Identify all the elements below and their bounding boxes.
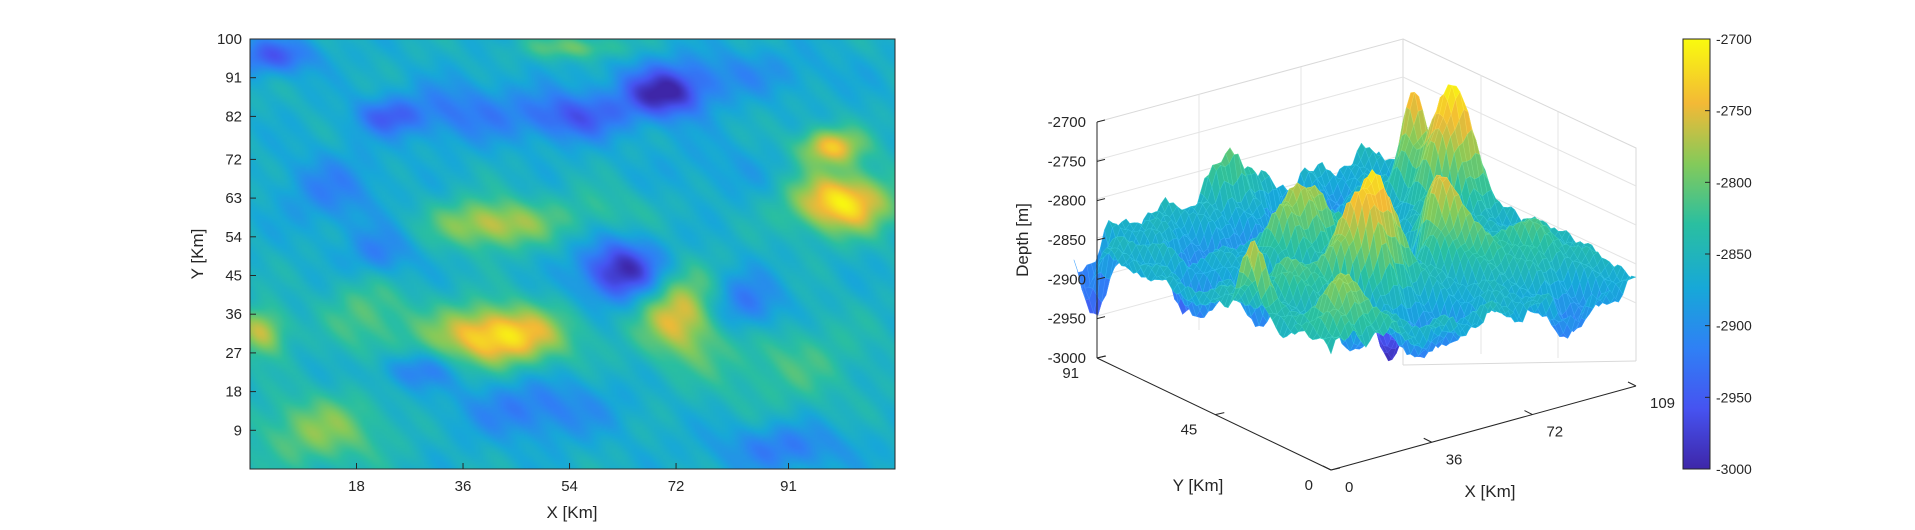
heatmap-x-tick-label: 18: [348, 478, 365, 495]
surface-y-tick-label: 91: [1062, 365, 1079, 382]
surface-x-axis-label: X [Km]: [1464, 482, 1515, 501]
heatmap-y-tick-label: 9: [234, 422, 242, 439]
surface-z-tick: [1097, 317, 1105, 319]
surface-z-tick-label: -2700: [1048, 114, 1086, 131]
surface-y-axis-label: Y [Km]: [1173, 476, 1224, 495]
surface-x-tick: [1323, 466, 1331, 470]
heatmap-x-tick-label: 72: [668, 478, 685, 495]
heatmap-x-axis-label: X [Km]: [546, 503, 597, 522]
surface-z-axis-label: Depth [m]: [1013, 203, 1032, 277]
surface-z-ticks: -2700-2750-2800-2850-2900-2950-3000: [1048, 114, 1105, 367]
surface-x-tick: [1424, 438, 1432, 442]
heatmap-y-tick-label: 72: [225, 151, 242, 168]
colorbar-tick-label: -2800: [1716, 174, 1752, 190]
surface-y-ticks: 91 45 0: [1062, 356, 1340, 494]
heatmap-plot: 18 36 54 72 91 9 18 27 36 45 54 63 72 82 91 100 X [Km]…: [188, 31, 895, 522]
heatmap-x-tick-label: 54: [561, 478, 578, 495]
surface-x-ticks: 0 36 72 109: [1323, 382, 1675, 496]
heatmap-y-tick-label: 63: [225, 190, 242, 207]
colorbar-tick-label: -3000: [1716, 461, 1752, 477]
heatmap-y-tick-label: 82: [225, 108, 242, 125]
colorbar-tick-label: -2700: [1716, 31, 1752, 47]
heatmap-x-tick-label: 36: [455, 478, 472, 495]
heatmap-y-tick-label: 91: [225, 70, 242, 87]
surface-plot: -2700-2750-2800-2850-2900-2950-3000 9145…: [1013, 39, 1675, 501]
colorbar-tick-label: -2850: [1716, 246, 1752, 262]
surface-y-tick-label: 0: [1305, 477, 1313, 494]
surface-y-tick: [1097, 356, 1106, 358]
surface-z-tick-label: -2750: [1048, 153, 1086, 170]
heatmap-image: [250, 39, 895, 469]
surface-x-tick-label: 0: [1345, 479, 1353, 496]
surface-z-tick-label: -2800: [1048, 193, 1086, 210]
surface-y-tick-label: 45: [1181, 422, 1198, 439]
surface-x-tick: [1524, 411, 1532, 415]
colorbar-tick-label: -2950: [1716, 389, 1752, 405]
surface-x-tick: [1628, 382, 1636, 386]
heatmap-y-tick-label: 18: [225, 384, 242, 401]
colorbar-ticks: -2700 -2750 -2800 -2850 -2900 -2950 -3000: [1705, 31, 1752, 477]
surface-z-tick-label: -2950: [1048, 311, 1086, 328]
colorbar: -2700 -2750 -2800 -2850 -2900 -2950 -3000: [1683, 31, 1752, 477]
surface-mesh: [1074, 85, 1636, 361]
heatmap-y-tick-label: 27: [225, 345, 242, 362]
surface-z-tick: [1097, 120, 1105, 122]
heatmap-x-tick-label: 91: [780, 478, 797, 495]
heatmap-y-tick-label: 45: [225, 268, 242, 285]
colorbar-tick-label: -2750: [1716, 103, 1752, 119]
surface-x-tick-label: 36: [1446, 451, 1463, 468]
surface-y-tick: [1215, 413, 1224, 415]
surface-x-tick-label: 72: [1546, 424, 1563, 441]
heatmap-y-tick-label: 36: [225, 306, 242, 323]
surface-z-tick-label: -2850: [1048, 232, 1086, 249]
heatmap-y-tick-label: 100: [217, 31, 242, 48]
heatmap-y-tick-label: 54: [225, 229, 242, 246]
surface-z-tick-label: -2900: [1048, 271, 1086, 288]
surface-x-tick-label: 109: [1650, 395, 1675, 412]
colorbar-tick-label: -2900: [1716, 318, 1752, 334]
heatmap-y-axis-label: Y [Km]: [188, 229, 207, 280]
